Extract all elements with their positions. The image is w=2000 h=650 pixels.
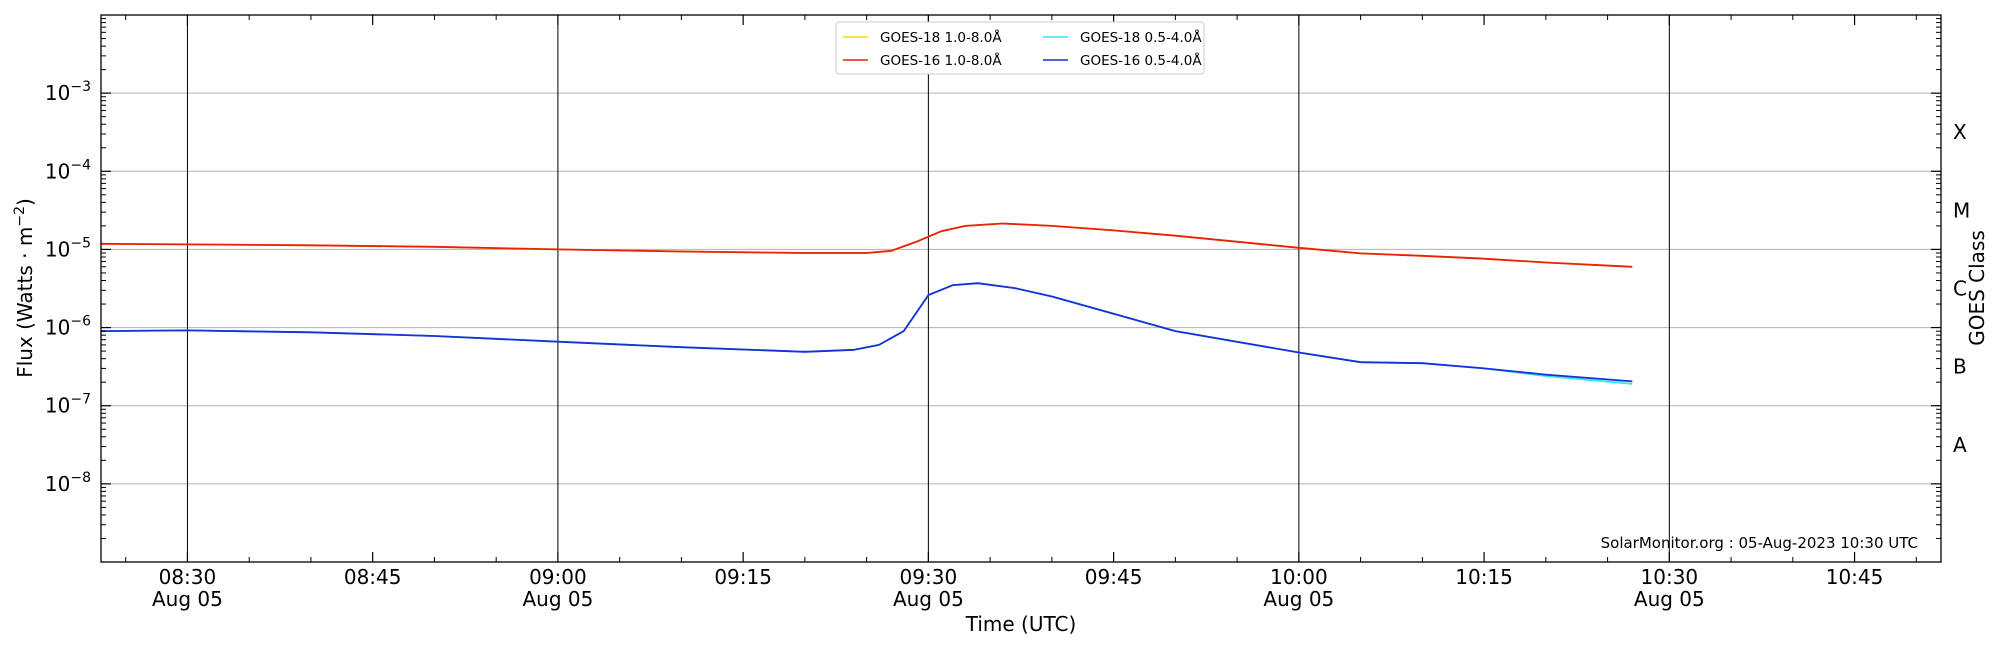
y-tick-exp: −7: [70, 392, 91, 408]
legend-label-goes18-short: GOES-18 0.5-4.0Å: [1080, 29, 1202, 46]
x-tick-label: 10:45: [1826, 565, 1884, 589]
y-tick-base: 10: [45, 472, 70, 496]
y-tick-exp: −3: [70, 79, 91, 95]
y-tick-label: 10−6: [45, 314, 91, 340]
y-tick-base: 10: [45, 159, 70, 183]
y-axis-title-exp: −2: [12, 206, 28, 227]
y-axis-title: Flux (Watts · m−2): [12, 198, 37, 378]
x-tick-sublabel: Aug 05: [152, 587, 223, 611]
y-tick-base: 10: [45, 316, 70, 340]
y-tick-label: 10−4: [45, 157, 91, 183]
x-tick-sublabel: Aug 05: [1634, 587, 1705, 611]
x-tick-sublabel: Aug 05: [893, 587, 964, 611]
y-tick-base: 10: [45, 237, 70, 261]
goes-class-label: C: [1953, 277, 1967, 301]
series-line: [100, 222, 1633, 268]
series-layer: [100, 222, 1633, 385]
legend-label-goes16-short: GOES-16 0.5-4.0Å: [1080, 52, 1202, 69]
legend-label-goes18-long: GOES-18 1.0-8.0Å: [880, 29, 1002, 46]
y-tick-exp: −4: [70, 157, 91, 173]
series-line: [100, 282, 1633, 383]
x-tick-label: 10:00: [1270, 565, 1328, 589]
y-tick-exp: −8: [70, 470, 91, 486]
x-tick-sublabel: Aug 05: [522, 587, 593, 611]
right-axis-title: GOES Class: [1965, 230, 1989, 346]
y-tick-base: 10: [45, 394, 70, 418]
y-axis-title-base: Flux (Watts · m: [13, 227, 37, 378]
x-tick-label: 10:30: [1641, 565, 1699, 589]
x-tick-label: 09:30: [900, 565, 958, 589]
goes-class-label: M: [1953, 198, 1970, 222]
x-tick-label: 08:45: [344, 565, 402, 589]
y-tick-base: 10: [45, 81, 70, 105]
source-annotation: SolarMonitor.org : 05-Aug-2023 10:30 UTC: [1601, 534, 1918, 552]
y-axis-title-close: ): [13, 198, 37, 206]
y-tick-label: 10−8: [45, 470, 91, 496]
goes-class-label: X: [1953, 120, 1967, 144]
goes-class-label: B: [1953, 355, 1967, 379]
legend-label-goes16-long: GOES-16 1.0-8.0Å: [880, 52, 1002, 69]
legend: GOES-18 1.0-8.0Å GOES-16 1.0-8.0Å GOES-1…: [835, 21, 1205, 75]
x-tick-label: 08:30: [159, 565, 217, 589]
x-tick-label: 09:15: [714, 565, 772, 589]
x-tick-sublabel: Aug 05: [1263, 587, 1334, 611]
legend-box: [835, 21, 1205, 75]
y-tick-exp: −5: [70, 235, 91, 251]
goes-class-labels: A B C M X: [1953, 120, 1970, 457]
y-tick-label: 10−7: [45, 392, 91, 418]
y-tick-labels: 10−810−710−610−510−410−3: [45, 79, 91, 496]
x-tick-label: 09:45: [1085, 565, 1143, 589]
y-tick-label: 10−3: [45, 79, 91, 105]
plot-frame: [100, 14, 1942, 563]
x-tick-label: 09:00: [529, 565, 587, 589]
tick-marks: [101, 15, 1941, 562]
grid-lines: [101, 15, 1941, 562]
x-tick-label: 10:15: [1455, 565, 1513, 589]
x-axis-title: Time (UTC): [965, 612, 1077, 636]
goes-class-label: A: [1953, 433, 1967, 457]
y-tick-label: 10−5: [45, 235, 91, 261]
y-tick-exp: −6: [70, 314, 91, 330]
